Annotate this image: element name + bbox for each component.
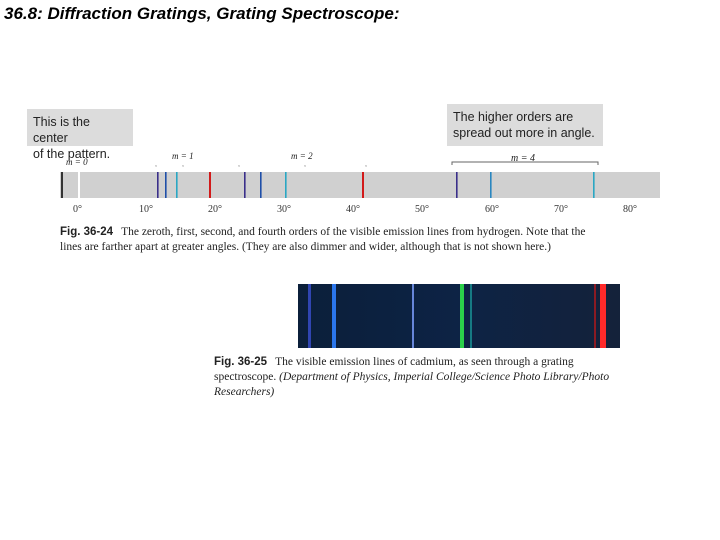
emission-line-green bbox=[460, 284, 464, 348]
order-label-m0: m = 0 bbox=[66, 157, 88, 167]
emission-line-violet bbox=[308, 284, 311, 348]
zero-order-line bbox=[78, 172, 80, 198]
second-order-blue-line bbox=[260, 172, 262, 198]
first-order-blue-line bbox=[165, 172, 167, 198]
callout-line: of the pattern. bbox=[33, 147, 111, 161]
fourth-order-bracket bbox=[451, 161, 599, 165]
fourth-order-violet-line bbox=[456, 172, 458, 198]
higher-orders-callout: The higher orders are spread out more in… bbox=[447, 104, 603, 146]
page-title: 36.8: Diffraction Gratings, Grating Spec… bbox=[4, 4, 400, 23]
order-label-m2: m = 2 bbox=[291, 151, 313, 161]
axis-tick: 40° bbox=[346, 204, 360, 215]
cadmium-emission-photo bbox=[298, 284, 620, 348]
caption-label: Fig. 36-25 bbox=[214, 356, 268, 368]
callout-line: The higher orders are bbox=[453, 110, 574, 124]
emission-line-teal bbox=[470, 284, 472, 348]
caption-credit: Researchers) bbox=[214, 386, 275, 398]
emission-line-blue bbox=[332, 284, 336, 348]
axis-tick: 10° bbox=[139, 204, 153, 215]
svg-text:,: , bbox=[155, 161, 157, 168]
emission-line-red bbox=[600, 284, 606, 348]
first-order-red-line bbox=[209, 172, 211, 198]
zero-order-line bbox=[61, 172, 63, 198]
first-order-cyan-line bbox=[176, 172, 178, 198]
emission-line-red-faint bbox=[594, 284, 596, 348]
caption-text: spectroscope. bbox=[214, 371, 277, 383]
second-order-violet-line bbox=[244, 172, 246, 198]
hydrogen-spectrum-diagram: , , , , , m = 0 m = 1 m = 2 m = 4 0° 10°… bbox=[60, 151, 660, 215]
axis-tick: 70° bbox=[554, 204, 568, 215]
first-order-violet-line bbox=[157, 172, 159, 198]
fourth-order-blue-line bbox=[490, 172, 492, 198]
second-order-red-line bbox=[362, 172, 364, 198]
axis-tick: 80° bbox=[623, 204, 637, 215]
photo-background bbox=[298, 284, 620, 348]
svg-text:,: , bbox=[304, 161, 306, 168]
callout-line: spread out more in angle. bbox=[453, 126, 595, 140]
caption-text: The visible emission lines of cadmium, a… bbox=[275, 356, 574, 368]
figure-36-25-caption: Fig. 36-25 The visible emission lines of … bbox=[214, 355, 714, 400]
svg-text:,: , bbox=[365, 161, 367, 168]
center-pattern-callout: This is the center of the pattern. bbox=[27, 109, 133, 161]
order-label-m4: m = 4 bbox=[511, 153, 535, 164]
axis-tick: 30° bbox=[277, 204, 291, 215]
emission-line-cyan bbox=[412, 284, 414, 348]
order-label-m1: m = 1 bbox=[172, 151, 194, 161]
svg-text:,: , bbox=[182, 161, 184, 168]
axis-tick: 0° bbox=[73, 204, 82, 215]
axis-tick: 50° bbox=[415, 204, 429, 215]
caption-label: Fig. 36-24 bbox=[60, 226, 114, 238]
svg-text:,: , bbox=[238, 161, 240, 168]
axis-tick: 20° bbox=[208, 204, 222, 215]
caption-credit: (Department of Physics, Imperial College… bbox=[279, 371, 610, 383]
second-order-cyan-line bbox=[285, 172, 287, 198]
axis-tick: 60° bbox=[485, 204, 499, 215]
spectrum-band bbox=[60, 172, 660, 198]
caption-text: The zeroth, first, second, and fourth or… bbox=[121, 226, 586, 238]
caption-text: lines are farther apart at greater angle… bbox=[60, 241, 551, 253]
figure-36-24-caption: Fig. 36-24 The zeroth, first, second, and… bbox=[60, 225, 690, 255]
fourth-order-cyan-line bbox=[593, 172, 595, 198]
callout-line: This is the center bbox=[33, 115, 90, 145]
